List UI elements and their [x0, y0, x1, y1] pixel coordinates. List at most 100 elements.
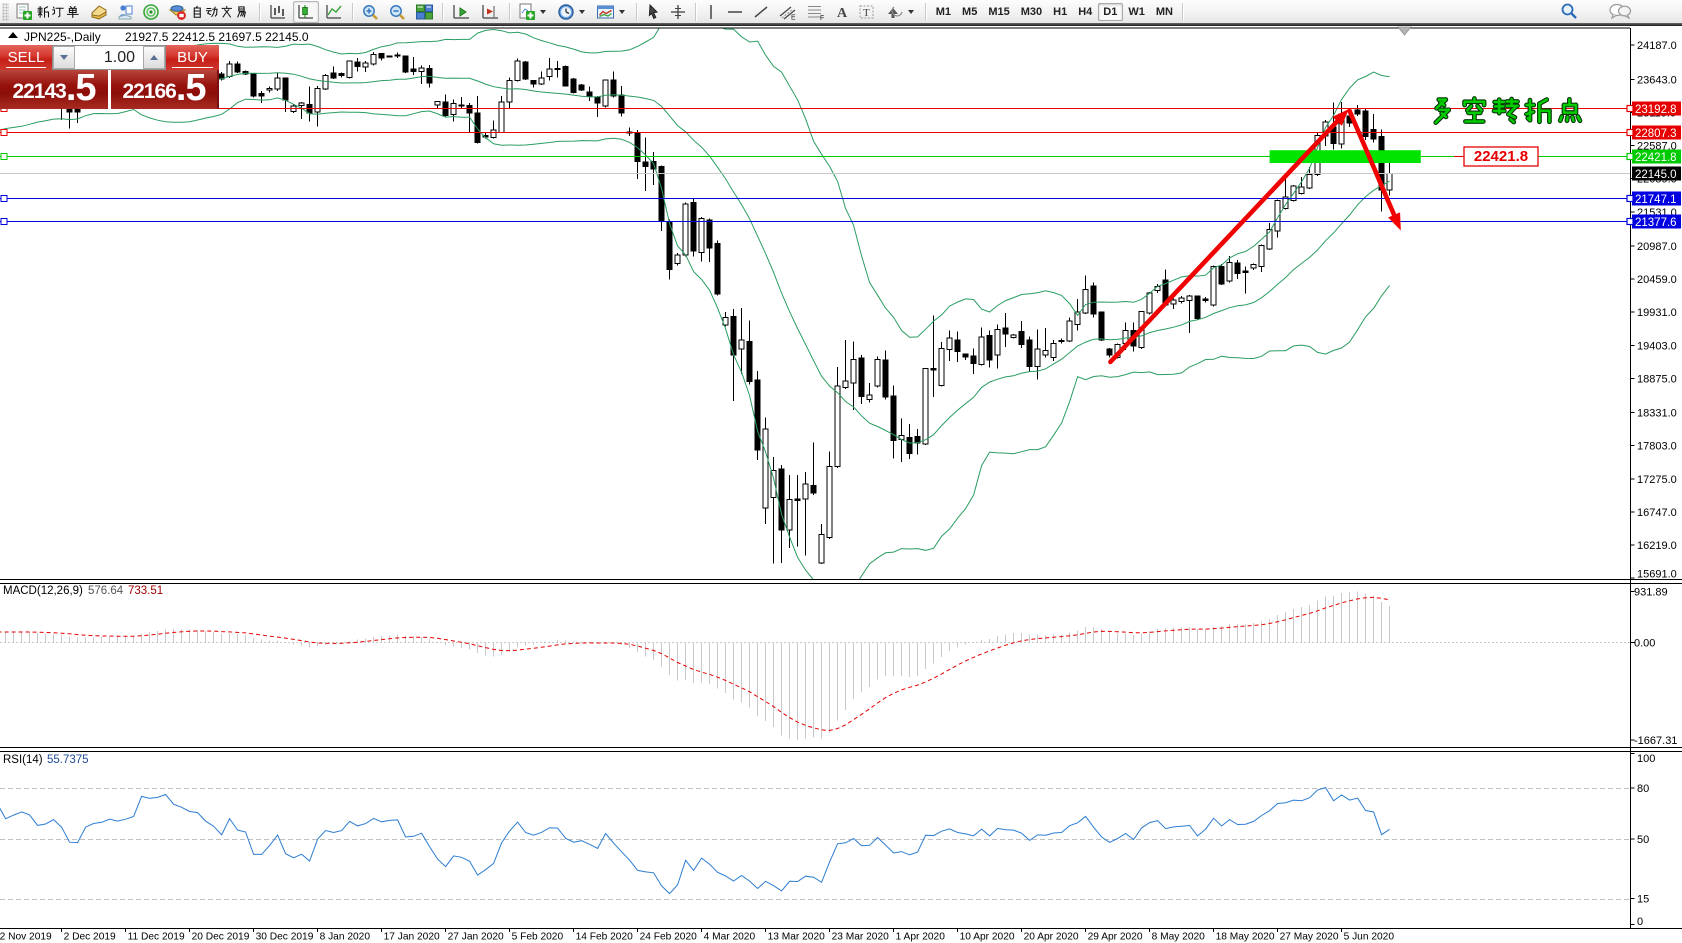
- candle-body: [498, 101, 505, 134]
- auto-trading-button[interactable]: [165, 1, 254, 23]
- down-trend-arrowhead: [1388, 212, 1401, 231]
- chart-shift-marker[interactable]: [1397, 26, 1412, 36]
- channel-button[interactable]: E: [775, 1, 801, 23]
- collapse-arrow-icon[interactable]: [8, 32, 18, 38]
- date-label: 13 Mar 2020: [768, 932, 826, 943]
- candle-body: [810, 485, 817, 494]
- shapes-button[interactable]: [881, 1, 920, 23]
- crosshair-button[interactable]: [666, 1, 690, 23]
- text-label-icon: T: [858, 3, 876, 21]
- buy-button[interactable]: BUY: [166, 45, 219, 70]
- candle-body: [346, 60, 353, 78]
- candle-body: [1234, 262, 1241, 275]
- candle-body: [650, 160, 657, 170]
- trendline-button[interactable]: [749, 1, 773, 23]
- timeframe-w1-button[interactable]: W1: [1128, 5, 1145, 18]
- candle-body: [250, 73, 257, 97]
- candle-body: [474, 112, 481, 144]
- rsi-axis-label: 100: [1637, 753, 1655, 765]
- candle-body: [522, 61, 529, 80]
- svg-text:21747.1: 21747.1: [1635, 194, 1677, 206]
- candle-body: [954, 339, 961, 353]
- market-watch-button[interactable]: [87, 1, 111, 23]
- candle-body: [874, 358, 881, 387]
- macd-signal-value: 733.51: [128, 585, 163, 597]
- toolbar: E F A T M1 M5 M15 M30 H1 H4 D1 W1 MN: [0, 0, 1682, 23]
- candle-body: [658, 165, 665, 223]
- zoom-in-button[interactable]: [358, 1, 383, 23]
- up-trend-arrowhead: [1332, 109, 1349, 126]
- candle-body: [354, 61, 361, 67]
- auto-trading-label: [190, 4, 251, 20]
- price-tick-label: 19403.0: [1637, 340, 1677, 352]
- auto-scroll-icon: [451, 3, 472, 21]
- svg-text:22145.0: 22145.0: [1635, 169, 1677, 181]
- timeframe-mn-button[interactable]: MN: [1155, 5, 1173, 18]
- price-tick-label: 23643.0: [1637, 74, 1677, 86]
- volume-decrease-button[interactable]: [53, 46, 75, 69]
- price-tick-label: 18875.0: [1637, 373, 1677, 385]
- candle-body: [514, 60, 521, 82]
- sell-button[interactable]: SELL: [0, 45, 52, 70]
- timeframe-m5-button[interactable]: M5: [962, 5, 978, 18]
- timeframe-h1-button[interactable]: H1: [1053, 5, 1068, 18]
- new-order-button[interactable]: [12, 1, 85, 23]
- chart-shift-button[interactable]: [477, 1, 504, 23]
- hline-button[interactable]: [723, 1, 747, 23]
- candle-body: [786, 499, 793, 531]
- date-label: 29 Apr 2020: [1088, 932, 1143, 943]
- vline-button[interactable]: [701, 1, 721, 23]
- toolbar-grip[interactable]: [2, 2, 9, 21]
- candle-body: [562, 65, 569, 87]
- chart-bars-button[interactable]: [265, 1, 291, 23]
- candle-body: [530, 80, 537, 85]
- candle-body: [546, 68, 553, 78]
- volume-input[interactable]: 1.00: [103, 48, 135, 66]
- callout-price-text: 22421.8: [1474, 148, 1528, 165]
- svg-text:F: F: [820, 15, 824, 21]
- auto-scroll-button[interactable]: [448, 1, 475, 23]
- timeframe-h4-button[interactable]: H4: [1078, 5, 1093, 18]
- volume-increase-button[interactable]: [143, 46, 165, 69]
- fibonacci-button[interactable]: F: [803, 1, 829, 23]
- candle-body: [1042, 349, 1049, 356]
- timeframe-m15-button[interactable]: M15: [988, 5, 1010, 18]
- indicators-button[interactable]: [515, 1, 552, 23]
- sell-price-display[interactable]: 22143.5: [0, 69, 108, 109]
- candle-body: [370, 53, 377, 65]
- candle-body: [1170, 299, 1177, 305]
- zoom-out-icon: [388, 3, 407, 21]
- date-label: 2 Dec 2019: [64, 932, 116, 943]
- timeframe-m30-button[interactable]: M30: [1020, 5, 1043, 18]
- navigator-button[interactable]: [113, 1, 137, 23]
- macd-name: MACD(12,26,9): [3, 585, 83, 597]
- timeframe-m1-button[interactable]: M1: [935, 5, 952, 18]
- text-button[interactable]: A: [831, 1, 853, 23]
- price-tick-label: 19931.0: [1637, 307, 1677, 319]
- zoom-out-button[interactable]: [385, 1, 410, 23]
- chart-line-button[interactable]: [321, 1, 347, 23]
- tile-windows-button[interactable]: [412, 1, 437, 23]
- chart-candles-button[interactable]: [293, 0, 320, 23]
- search-button[interactable]: [1556, 1, 1582, 23]
- chart-candles-icon: [296, 3, 316, 21]
- buy-price-display[interactable]: 22166.5: [111, 69, 219, 109]
- text-label-button[interactable]: T: [855, 1, 879, 23]
- candle-body: [922, 368, 929, 445]
- periods-button[interactable]: [554, 1, 591, 23]
- chat-button[interactable]: [1605, 1, 1635, 23]
- price-tag: 22807.3: [1626, 125, 1681, 140]
- rsi-axis-label: 15: [1637, 894, 1649, 906]
- indicators-icon: [518, 3, 536, 21]
- rsi-pane: [0, 787, 1630, 900]
- candle-body: [1226, 262, 1233, 282]
- chart-area[interactable]: JPN225-,Daily 21927.5 22412.5 21697.5 221…: [0, 26, 1682, 943]
- timeframe-d1-button[interactable]: D1: [1097, 2, 1123, 21]
- zoom-in-icon: [361, 3, 380, 21]
- candle-body: [946, 337, 953, 351]
- cursor-button[interactable]: [642, 1, 664, 23]
- templates-button[interactable]: [593, 1, 631, 23]
- alerts-button[interactable]: [139, 1, 163, 23]
- candle-body: [1306, 173, 1313, 189]
- auto-trading-icon: [168, 3, 187, 21]
